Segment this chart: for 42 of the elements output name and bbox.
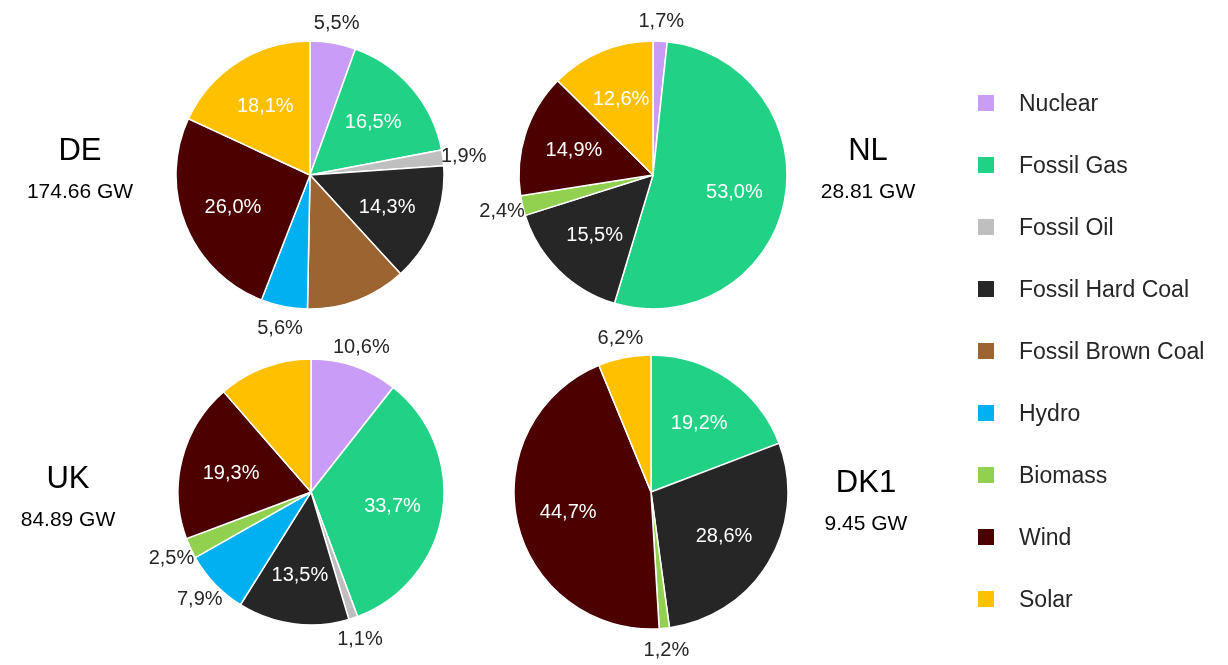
- legend-label: Fossil Hard Coal: [1019, 276, 1189, 303]
- data-label: 28,6%: [695, 524, 753, 547]
- data-label: 7,9%: [176, 587, 223, 610]
- data-label: 2,4%: [479, 199, 526, 222]
- legend-label: Wind: [1019, 524, 1072, 551]
- data-label: 18,1%: [236, 93, 294, 116]
- data-label: 44,7%: [539, 499, 597, 522]
- legend-label: Fossil Gas: [1019, 152, 1128, 179]
- legend-label: Biomass: [1019, 462, 1108, 489]
- data-label: 2,5%: [148, 546, 195, 569]
- data-label: 26,0%: [204, 195, 262, 218]
- data-label: 1,9%: [440, 144, 487, 167]
- data-label: 6,2%: [597, 325, 644, 348]
- data-label: 19,2%: [670, 411, 728, 434]
- data-label: 13,5%: [271, 562, 329, 585]
- data-label: 5,6%: [257, 316, 304, 339]
- text: 9.45 GW: [824, 511, 908, 534]
- text: 174.66 GW: [26, 179, 134, 202]
- data-label: 1,1%: [337, 627, 383, 650]
- data-label: 10,6%: [332, 335, 390, 358]
- text: 28.81 GW: [820, 179, 916, 202]
- text: 84.89 GW: [20, 507, 116, 530]
- data-label: 33,7%: [364, 493, 422, 516]
- data-label: 53,0%: [706, 180, 763, 203]
- data-label: 15,5%: [566, 223, 624, 246]
- legend-label: Nuclear: [1019, 90, 1099, 117]
- legend-label: Solar: [1019, 586, 1074, 613]
- legend-label: Fossil Oil: [1019, 214, 1114, 241]
- data-label: 1,2%: [643, 638, 690, 661]
- legend-label: Fossil Brown Coal: [1019, 338, 1205, 365]
- text: UK: [46, 460, 90, 495]
- legend-label: Hydro: [1019, 400, 1081, 427]
- data-label: 14,9%: [545, 138, 603, 161]
- data-label: 1,7%: [638, 9, 685, 32]
- text: DK1: [835, 464, 897, 499]
- text: DE: [58, 132, 102, 167]
- data-label: 5,5%: [313, 11, 360, 34]
- data-label: 12,6%: [592, 87, 650, 110]
- data-label: 16,5%: [344, 110, 402, 133]
- text: NL: [848, 132, 888, 167]
- data-label: 14,3%: [358, 194, 416, 217]
- data-label: 19,3%: [202, 460, 260, 483]
